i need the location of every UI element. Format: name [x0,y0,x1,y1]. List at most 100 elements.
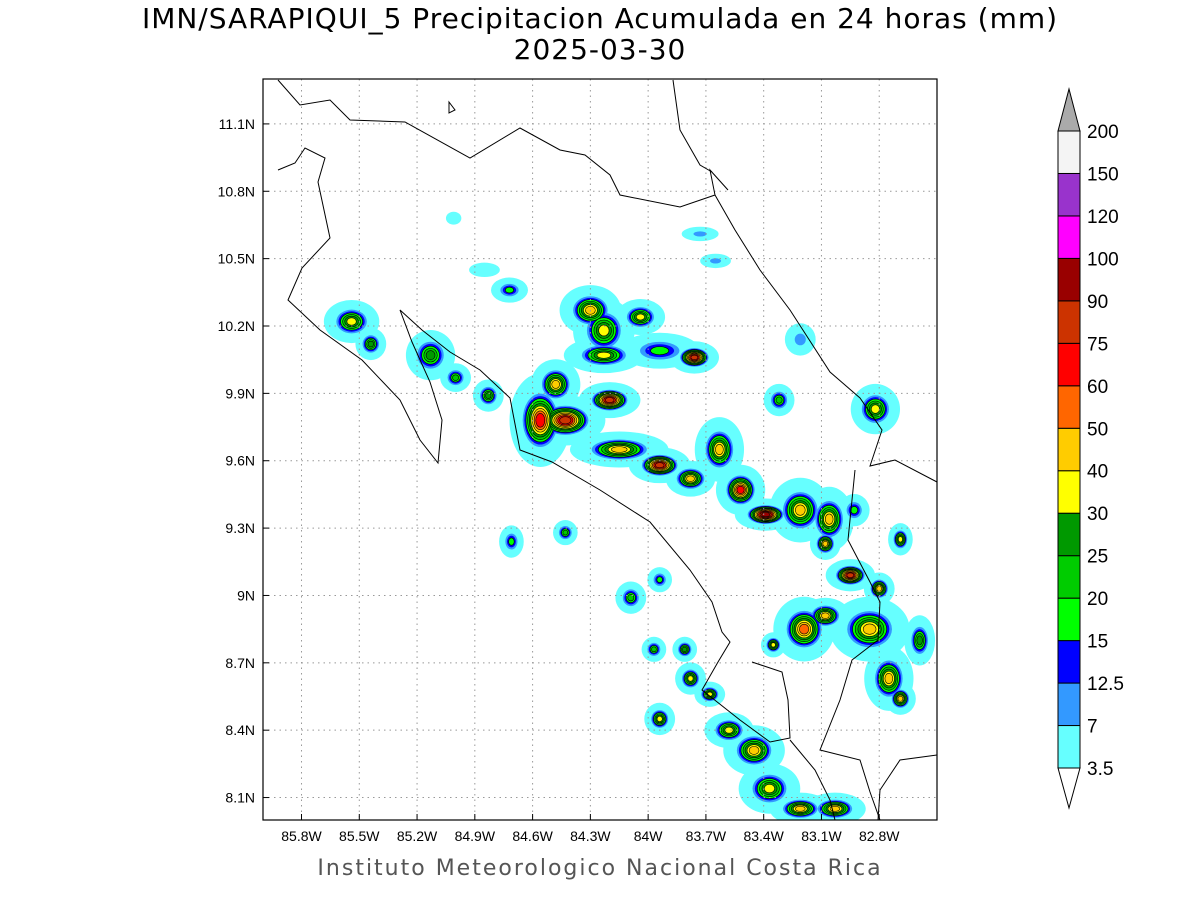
panama-border [819,469,881,820]
colorbar-label: 3.5 [1087,759,1113,780]
colorbar-swatch [1057,385,1081,429]
precip-contour-20 [627,594,635,602]
colorbar-swatch [1057,682,1081,727]
precip-contour-15 [656,576,663,583]
precip-contour-30 [724,726,734,734]
lat-tick-label: 11.1N [219,116,255,132]
precip-contour-40 [551,380,560,389]
precip-contour-40 [821,612,830,619]
graticule [263,79,937,820]
precip-contour-30 [598,324,610,337]
precip-contour-7 [794,333,806,346]
precip-contour-25 [485,392,492,399]
colorbar-swatch [1057,555,1081,599]
lon-tick-label: 85.8W [281,828,322,844]
colorbar-label: 25 [1087,547,1108,568]
colorbar-label: 40 [1087,462,1108,483]
osa-peninsula [789,739,836,820]
colorbar-label: 120 [1087,207,1119,228]
precip-contour-30 [656,715,663,722]
colorbar-label: 15 [1087,632,1108,653]
precip-contour-75 [690,354,699,361]
colorbar-label: 12.5 [1087,674,1124,695]
precip-contour-60 [736,485,745,494]
precip-contour-7 [710,258,722,264]
precip-contour-90 [761,512,771,518]
credit-text: Instituto Meteorologico Nacional Costa R… [317,856,883,881]
colorbar-swatch [1057,172,1081,217]
precip-contour-15 [850,506,858,515]
axis-labels: 85.8W 85.5W 85.2W 84.9W 84.6W 84.3W 84W 83.7W 83… [218,116,901,844]
colorbar-label: 200 [1087,122,1119,143]
precip-contour-40 [715,444,724,455]
colorbar-under-arrow [1057,767,1081,810]
colorbar-swatch [1057,597,1081,642]
precip-contour-30 [687,675,694,682]
precip-contour-30 [596,351,611,359]
colorbar-label: 20 [1087,589,1108,610]
precip-contour-40 [748,746,760,755]
punta-burica [877,754,937,820]
precip-contour-50 [799,623,810,635]
lon-tick-label: 83.4W [743,828,784,844]
colorbar-over-arrow [1057,87,1081,132]
colorbar-swatch [1057,257,1081,302]
lon-tick-label: 85.2W [397,828,438,844]
precip-contour-30 [870,404,880,414]
colorbar-label: 7 [1087,717,1098,738]
colorbar-swatch [1057,215,1081,259]
lat-tick-label: 10.2N [218,318,255,334]
lat-tick-label: 9.3N [225,520,255,536]
precip-contour-20 [775,396,783,404]
precip-contour-20 [562,529,569,536]
precip-contour-40 [822,540,829,547]
precip-contour-30 [763,783,775,794]
lat-tick-label: 9.6N [225,453,255,469]
precip-contour-40 [795,504,806,516]
colorbar-swatch [1057,470,1081,514]
precip-contour-60 [535,413,546,428]
colorbar-swatch [1057,512,1081,557]
caribbean-coast [714,194,937,483]
highland-line [672,79,713,173]
precip-contour-15 [650,346,670,356]
pacific-coast-nicoya [277,147,791,743]
colorbar-label: 100 [1087,249,1119,270]
precip-contour-15 [505,286,514,294]
island [448,100,456,114]
precip-contour-30 [346,317,357,326]
colorbar-label: 50 [1087,419,1108,440]
lat-tick-label: 9.9N [225,385,255,401]
precip-contour-20 [651,646,657,653]
precip-contour-75 [604,397,615,403]
lat-tick-label: 8.4N [225,722,255,738]
colorbar-label: 75 [1087,334,1108,355]
precip-contour-40 [611,446,628,453]
precip-contour-3.5 [445,211,462,225]
precip-contour-25 [916,635,923,646]
lon-tick-label: 84W [634,828,664,844]
precip-contour-30 [898,536,903,543]
colorbar-label: 150 [1087,164,1119,185]
precip-contour-40 [686,475,695,482]
coastlines [277,79,937,820]
map-frame [262,78,938,821]
precip-contour-25 [682,646,688,652]
precip-contour-30 [635,313,645,321]
colorbar-swatch [1057,427,1081,472]
colorbar: 3.5 7 12.5 15 20 25 30 40 50 60 75 90 100 120 150 200 [1057,87,1124,810]
precip-contour-75 [559,416,572,425]
colorbar-label: 30 [1087,504,1108,525]
colorbar-label: 60 [1087,377,1108,398]
colorbar-label: 90 [1087,292,1108,313]
precip-contour-25 [367,340,374,348]
lat-tick-label: 10.8N [218,183,255,199]
precip-contour-30 [770,642,776,648]
lat-tick-label: 9N [237,587,255,603]
lon-tick-label: 82.8W [859,828,900,844]
precip-contour-75 [846,572,855,578]
colorbar-swatch [1057,130,1081,174]
lon-tick-label: 84.6W [512,828,553,844]
precip-contour-75 [655,462,665,469]
